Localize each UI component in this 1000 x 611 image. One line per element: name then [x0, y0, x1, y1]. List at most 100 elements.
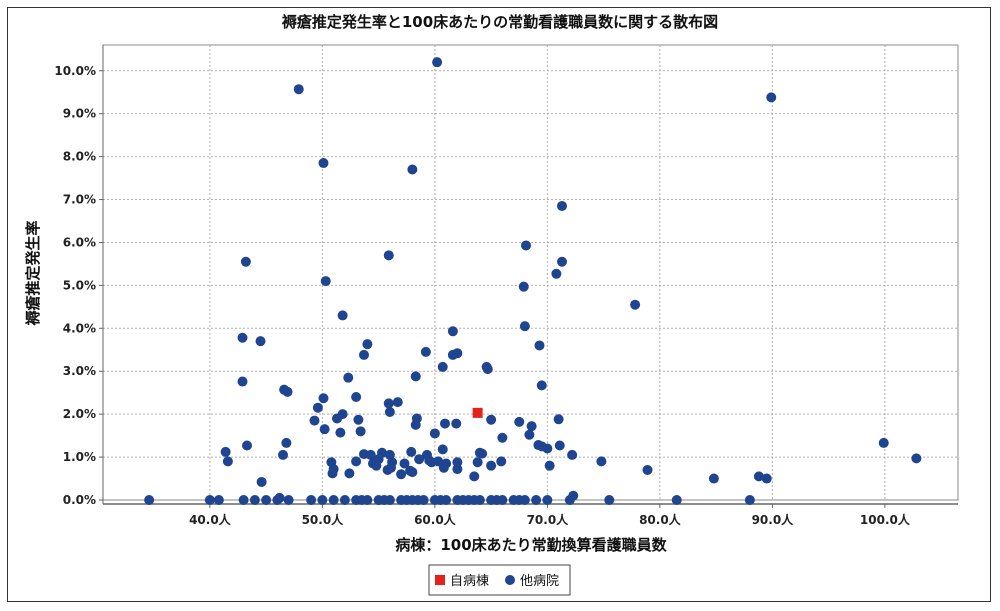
chart-title: 褥瘡推定発生率と100床あたりの常勤看護職員数に関する散布図 [281, 13, 718, 31]
other-hospital-point [452, 464, 463, 475]
other-hospital-point [399, 458, 410, 469]
other-hospital-point [524, 429, 535, 440]
other-hospital-point [671, 495, 682, 505]
other-hospital-point [255, 336, 266, 347]
data-points [144, 57, 922, 505]
other-hospital-point [371, 460, 382, 471]
other-hospital-point [293, 84, 304, 95]
other-hospital-point [604, 495, 615, 505]
x-tick-label: 40.0人 [189, 512, 232, 527]
other-hospital-point [447, 326, 458, 337]
legend-circle-swatch [505, 575, 515, 585]
other-hospital-point [410, 371, 421, 382]
other-hospital-point [383, 398, 394, 409]
other-hospital-point [335, 427, 346, 438]
other-hospital-point [283, 495, 294, 505]
other-hospital-point [497, 495, 508, 505]
other-hospital-point [429, 428, 440, 439]
other-hospital-point [396, 469, 407, 480]
other-hospital-point [744, 495, 755, 505]
other-hospital-point [332, 413, 342, 424]
gridlines [103, 45, 958, 500]
other-hospital-point [482, 364, 493, 375]
other-hospital-point [761, 473, 772, 484]
other-hospital-point [432, 57, 443, 68]
other-hospital-point [452, 457, 463, 468]
other-hospital-point [410, 419, 421, 430]
other-hospital-point [281, 437, 292, 448]
other-hospital-point [567, 449, 578, 460]
other-hospital-point [306, 495, 317, 505]
other-hospital-point [256, 476, 267, 487]
x-tick-label: 80.0人 [639, 512, 682, 527]
y-tick-label: 5.0% [63, 278, 96, 292]
other-hospital-point [213, 495, 224, 505]
other-hospital-point [433, 456, 444, 467]
other-hospital-point [407, 467, 418, 478]
legend-box [428, 564, 571, 596]
y-tick-label: 2.0% [63, 407, 96, 421]
other-hospital-point [451, 418, 462, 429]
x-tick-label: 90.0人 [752, 512, 795, 527]
other-hospital-point [497, 432, 508, 443]
y-tick-label: 1.0% [63, 450, 96, 464]
other-hospital-point [469, 471, 480, 482]
other-hospital-point [630, 299, 641, 310]
other-hospital-point [249, 495, 260, 505]
y-tick-label: 10.0% [54, 64, 96, 78]
other-hospital-point [274, 492, 285, 503]
other-hospital-point [406, 446, 417, 457]
other-hospital-point [544, 460, 555, 471]
other-hospital-point [557, 256, 567, 267]
other-hospital-point [318, 393, 329, 404]
other-hospital-point [362, 339, 373, 350]
y-tick-labels: 0.0% 1.0% 2.0% 3.0% 4.0% 5.0% 6.0% 7.0% 8.0% 9.0%… [54, 64, 96, 507]
other-hospital-point [242, 440, 252, 451]
y-tick-label: 3.0% [63, 364, 96, 378]
other-hospital-point [237, 376, 248, 387]
y-tick-label: 9.0% [63, 107, 96, 121]
other-hospital-point [327, 468, 338, 479]
other-hospital-point [568, 490, 579, 501]
other-hospital-point [911, 453, 922, 464]
other-hospital-point [486, 460, 497, 471]
other-hospital-point [362, 495, 373, 505]
other-hospital-point [542, 443, 553, 454]
other-hospital-point [542, 495, 553, 505]
other-hospital-point [339, 495, 350, 505]
legend: 自病棟 他病院 [428, 564, 571, 596]
other-hospital-point [351, 456, 362, 467]
other-hospital-point [554, 440, 565, 451]
x-axis-label: 病棟：100床あたり常勤換算看護職員数 [395, 536, 667, 554]
x-tick-label: 50.0人 [302, 512, 345, 527]
other-hospital-point [318, 158, 329, 169]
other-hospital-point [437, 361, 448, 372]
other-hospital-point [708, 473, 719, 484]
other-hospital-point [344, 468, 355, 479]
other-hospital-point [472, 457, 483, 468]
other-hospital-point [596, 456, 607, 467]
other-hospital-point [328, 495, 339, 505]
other-hospital-point [238, 495, 249, 505]
other-hospital-point [240, 256, 251, 267]
y-tick-label: 8.0% [63, 150, 96, 164]
other-hospital-point [424, 455, 435, 466]
other-hospital-point [407, 164, 418, 175]
other-hospital-point [384, 407, 395, 418]
other-hospital-point [414, 454, 425, 465]
other-hospital-point [343, 372, 354, 383]
other-hospital-point [496, 456, 507, 467]
other-hospital-point [359, 349, 369, 360]
other-hospital-point [766, 92, 777, 103]
other-hospital-point [355, 426, 366, 437]
x-tick-label: 70.0人 [527, 512, 570, 527]
other-hospital-point [486, 414, 497, 425]
other-hospital-point [536, 380, 547, 391]
other-hospital-point [420, 346, 431, 357]
own-ward-point [472, 407, 483, 418]
other-hospital-point [518, 281, 529, 292]
other-hospital-point [320, 276, 331, 287]
y-tick-label: 6.0% [63, 235, 96, 249]
other-hospital-point [319, 424, 330, 435]
